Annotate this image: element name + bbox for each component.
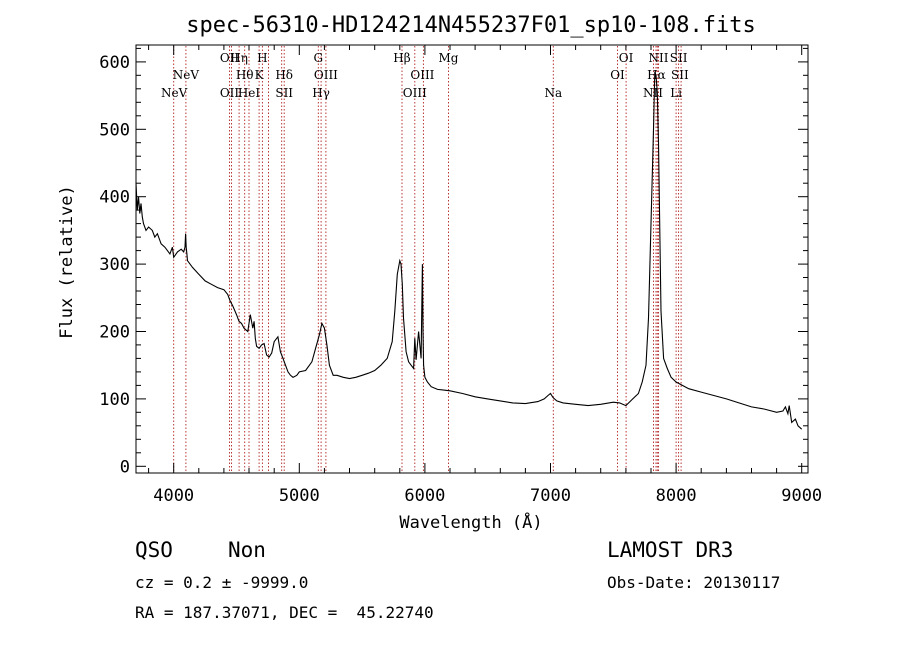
- line-label-13: Hγ: [312, 86, 330, 100]
- line-label-3: OII: [220, 86, 240, 100]
- object-class: QSO: [135, 538, 173, 562]
- x-tick-label-5: 9000: [781, 486, 822, 506]
- line-label-4: Hη: [230, 51, 248, 65]
- y-tick-label-3: 300: [99, 255, 130, 275]
- line-label-15: OIII: [410, 68, 434, 82]
- coordinates-readout: RA = 187.37071, DEC = 45.22740: [135, 603, 434, 622]
- line-label-14: Hβ: [393, 51, 410, 65]
- line-label-11: G: [314, 51, 324, 65]
- line-label-10: SII: [275, 86, 293, 100]
- observation-date: Obs-Date: 20130117: [607, 573, 781, 592]
- redshift-readout: cz = 0.2 ± -9999.0: [135, 573, 309, 592]
- spectrum-chart: spec-56310-HD124214N455237F01_sp10-108.f…: [57, 13, 822, 533]
- line-label-22: SII: [670, 51, 688, 65]
- plot-frame: [135, 44, 809, 474]
- line-label-12: OIII: [314, 68, 338, 82]
- line-label-16: OIII: [403, 86, 427, 100]
- y-tick-label-1: 100: [99, 390, 130, 410]
- survey-label: LAMOST DR3: [607, 538, 734, 562]
- line-label-9: Hδ: [275, 68, 293, 82]
- line-label-21: NII: [649, 51, 669, 65]
- emission-line-markers: [173, 46, 682, 472]
- y-axis-label: Flux (relative): [57, 185, 77, 339]
- line-label-20: OI: [610, 68, 625, 82]
- line-label-25: NII: [643, 86, 663, 100]
- line-label-24: SII: [671, 68, 689, 82]
- line-label-0: NeV: [161, 86, 188, 100]
- chart-title: spec-56310-HD124214N455237F01_sp10-108.f…: [186, 13, 756, 38]
- line-label-6: HeI: [238, 86, 261, 100]
- y-tick-label-5: 500: [99, 120, 130, 140]
- spectrum-line: [135, 71, 803, 430]
- x-tick-label-2: 6000: [404, 486, 445, 506]
- x-tick-label-3: 7000: [530, 486, 571, 506]
- line-label-8: K: [255, 68, 265, 82]
- x-tick-label-4: 8000: [656, 486, 697, 506]
- y-axis: 0 100 200 300 400 500 600: [99, 47, 808, 477]
- x-axis-label: Wavelength (Å): [399, 511, 542, 533]
- y-tick-label-0: 0: [120, 457, 130, 477]
- line-label-17: Mg: [439, 51, 459, 65]
- object-subclass: Non: [228, 538, 266, 562]
- y-tick-label-6: 600: [99, 53, 130, 73]
- line-label-7: H: [257, 51, 267, 65]
- x-tick-label-0: 4000: [153, 486, 194, 506]
- line-label-2: OII: [220, 51, 240, 65]
- x-axis: 4000 5000 6000 7000 8000 9000: [148, 45, 822, 506]
- line-label-19: OI: [619, 51, 634, 65]
- y-tick-label-2: 200: [99, 323, 130, 343]
- line-label-5: Hθ: [236, 68, 254, 82]
- line-label-18: Na: [544, 86, 562, 100]
- y-tick-label-4: 400: [99, 188, 130, 208]
- x-tick-label-1: 5000: [279, 486, 320, 506]
- line-label-1: NeV: [173, 68, 200, 82]
- line-label-26: Li: [670, 86, 682, 100]
